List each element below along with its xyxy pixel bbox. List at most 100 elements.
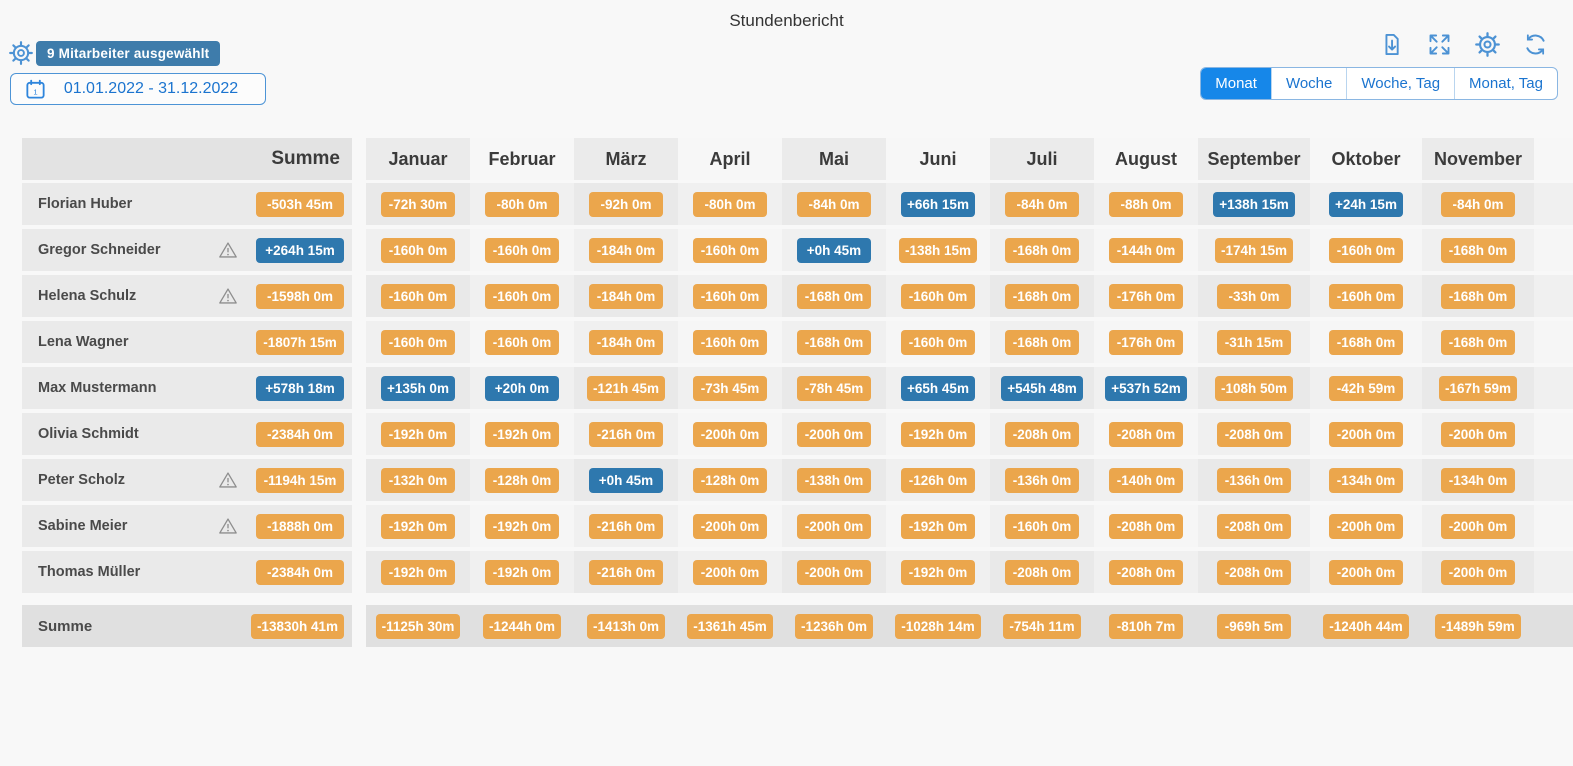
hours-value-badge[interactable]: -78h 45m: [797, 375, 871, 401]
hours-value-badge[interactable]: -200h 0m: [693, 421, 767, 447]
hours-value-badge[interactable]: -160h 0m: [901, 283, 975, 309]
hours-value-badge[interactable]: +537h 52m: [1105, 375, 1187, 401]
hours-value-badge[interactable]: -168h 0m: [1005, 237, 1079, 263]
hours-value-badge[interactable]: -1489h 59m: [1435, 613, 1521, 639]
hours-value-badge[interactable]: -1028h 14m: [895, 613, 981, 639]
warning-icon[interactable]: [218, 517, 238, 535]
hours-value-badge[interactable]: +545h 48m: [1001, 375, 1083, 401]
hours-value-badge[interactable]: -108h 50m: [1214, 375, 1294, 401]
hours-value-badge[interactable]: -160h 0m: [1329, 237, 1403, 263]
hours-value-badge[interactable]: -160h 0m: [693, 283, 767, 309]
hours-value-badge[interactable]: -1244h 0m: [482, 613, 562, 639]
hours-value-badge[interactable]: -92h 0m: [589, 191, 663, 217]
hours-value-badge[interactable]: -167h 59m: [1438, 375, 1518, 401]
hours-value-badge[interactable]: -128h 0m: [693, 467, 767, 493]
hours-value-badge[interactable]: -126h 0m: [901, 467, 975, 493]
hours-value-badge[interactable]: -810h 7m: [1109, 613, 1183, 639]
hours-value-badge[interactable]: -84h 0m: [1441, 191, 1515, 217]
hours-value-badge[interactable]: -208h 0m: [1005, 559, 1079, 585]
hours-value-badge[interactable]: -192h 0m: [381, 513, 455, 539]
hours-value-badge[interactable]: -160h 0m: [485, 283, 559, 309]
hours-value-badge[interactable]: -192h 0m: [901, 559, 975, 585]
hours-value-badge[interactable]: -134h 0m: [1329, 467, 1403, 493]
hours-value-badge[interactable]: -1361h 45m: [687, 613, 773, 639]
gear-icon[interactable]: [1474, 31, 1501, 58]
hours-value-badge[interactable]: -192h 0m: [901, 513, 975, 539]
hours-value-badge[interactable]: -200h 0m: [797, 421, 871, 447]
hours-value-badge[interactable]: -200h 0m: [1329, 513, 1403, 539]
hours-value-badge[interactable]: -160h 0m: [1329, 283, 1403, 309]
hours-value-badge[interactable]: -208h 0m: [1109, 513, 1183, 539]
hours-value-badge[interactable]: -160h 0m: [693, 237, 767, 263]
export-icon[interactable]: [1378, 31, 1405, 58]
hours-value-badge[interactable]: -184h 0m: [589, 237, 663, 263]
hours-value-badge[interactable]: -192h 0m: [485, 559, 559, 585]
hours-value-badge[interactable]: -216h 0m: [589, 513, 663, 539]
hours-value-badge[interactable]: -208h 0m: [1005, 421, 1079, 447]
date-range-picker[interactable]: 1 01.01.2022 - 31.12.2022: [10, 73, 266, 105]
hours-value-badge[interactable]: -176h 0m: [1109, 283, 1183, 309]
hours-value-badge[interactable]: -208h 0m: [1217, 513, 1291, 539]
hours-value-badge[interactable]: -73h 45m: [693, 375, 767, 401]
hours-value-badge[interactable]: -160h 0m: [381, 237, 455, 263]
hours-value-badge[interactable]: -2384h 0m: [256, 559, 344, 585]
hours-value-badge[interactable]: -80h 0m: [693, 191, 767, 217]
hours-value-badge[interactable]: -160h 0m: [381, 329, 455, 355]
hours-value-badge[interactable]: -168h 0m: [797, 329, 871, 355]
warning-icon[interactable]: [218, 287, 238, 305]
hours-value-badge[interactable]: -184h 0m: [589, 329, 663, 355]
hours-value-badge[interactable]: -192h 0m: [485, 513, 559, 539]
hours-value-badge[interactable]: -80h 0m: [485, 191, 559, 217]
hours-value-badge[interactable]: -200h 0m: [1329, 559, 1403, 585]
hours-value-badge[interactable]: -160h 0m: [693, 329, 767, 355]
warning-icon[interactable]: [218, 241, 238, 259]
hours-value-badge[interactable]: -176h 0m: [1109, 329, 1183, 355]
hours-value-badge[interactable]: -160h 0m: [1005, 513, 1079, 539]
hours-value-badge[interactable]: +65h 45m: [901, 375, 975, 401]
hours-value-badge[interactable]: -200h 0m: [1441, 513, 1515, 539]
hours-value-badge[interactable]: -88h 0m: [1109, 191, 1183, 217]
hours-value-badge[interactable]: -31h 15m: [1217, 329, 1291, 355]
hours-value-badge[interactable]: -168h 0m: [797, 283, 871, 309]
hours-value-badge[interactable]: -128h 0m: [485, 467, 559, 493]
tab-woche[interactable]: Woche: [1272, 68, 1348, 99]
hours-value-badge[interactable]: +0h 45m: [589, 467, 663, 493]
hours-value-badge[interactable]: -216h 0m: [589, 559, 663, 585]
hours-value-badge[interactable]: -84h 0m: [1005, 191, 1079, 217]
hours-value-badge[interactable]: +66h 15m: [901, 191, 975, 217]
hours-value-badge[interactable]: +24h 15m: [1329, 191, 1403, 217]
hours-value-badge[interactable]: -192h 0m: [381, 421, 455, 447]
hours-value-badge[interactable]: -200h 0m: [797, 513, 871, 539]
hours-value-badge[interactable]: -168h 0m: [1005, 283, 1079, 309]
hours-value-badge[interactable]: -132h 0m: [381, 467, 455, 493]
hours-value-badge[interactable]: -140h 0m: [1109, 467, 1183, 493]
hours-value-badge[interactable]: -138h 15m: [898, 237, 978, 263]
hours-value-badge[interactable]: -192h 0m: [381, 559, 455, 585]
hours-value-badge[interactable]: -144h 0m: [1109, 237, 1183, 263]
hours-value-badge[interactable]: -160h 0m: [485, 237, 559, 263]
hours-value-badge[interactable]: -1888h 0m: [256, 513, 344, 539]
fullscreen-icon[interactable]: [1426, 31, 1453, 58]
hours-value-badge[interactable]: -200h 0m: [1329, 421, 1403, 447]
hours-value-badge[interactable]: -1413h 0m: [586, 613, 666, 639]
hours-value-badge[interactable]: -168h 0m: [1441, 237, 1515, 263]
tab-woche-tag[interactable]: Woche, Tag: [1347, 68, 1456, 99]
hours-value-badge[interactable]: -134h 0m: [1441, 467, 1515, 493]
hours-value-badge[interactable]: -160h 0m: [485, 329, 559, 355]
hours-value-badge[interactable]: -208h 0m: [1109, 559, 1183, 585]
employees-selected-badge[interactable]: 9 Mitarbeiter ausgewählt: [36, 41, 221, 66]
settings-icon[interactable]: [8, 40, 34, 66]
hours-value-badge[interactable]: -208h 0m: [1109, 421, 1183, 447]
hours-value-badge[interactable]: -168h 0m: [1441, 283, 1515, 309]
hours-value-badge[interactable]: -1236h 0m: [794, 613, 874, 639]
hours-value-badge[interactable]: -84h 0m: [797, 191, 871, 217]
hours-value-badge[interactable]: -216h 0m: [589, 421, 663, 447]
hours-value-badge[interactable]: -121h 45m: [586, 375, 666, 401]
hours-value-badge[interactable]: -136h 0m: [1217, 467, 1291, 493]
hours-value-badge[interactable]: +264h 15m: [256, 237, 344, 263]
hours-value-badge[interactable]: -184h 0m: [589, 283, 663, 309]
hours-value-badge[interactable]: -200h 0m: [797, 559, 871, 585]
tab-monat[interactable]: Monat: [1201, 68, 1272, 99]
hours-value-badge[interactable]: -192h 0m: [485, 421, 559, 447]
tab-monat-tag[interactable]: Monat, Tag: [1469, 75, 1543, 92]
